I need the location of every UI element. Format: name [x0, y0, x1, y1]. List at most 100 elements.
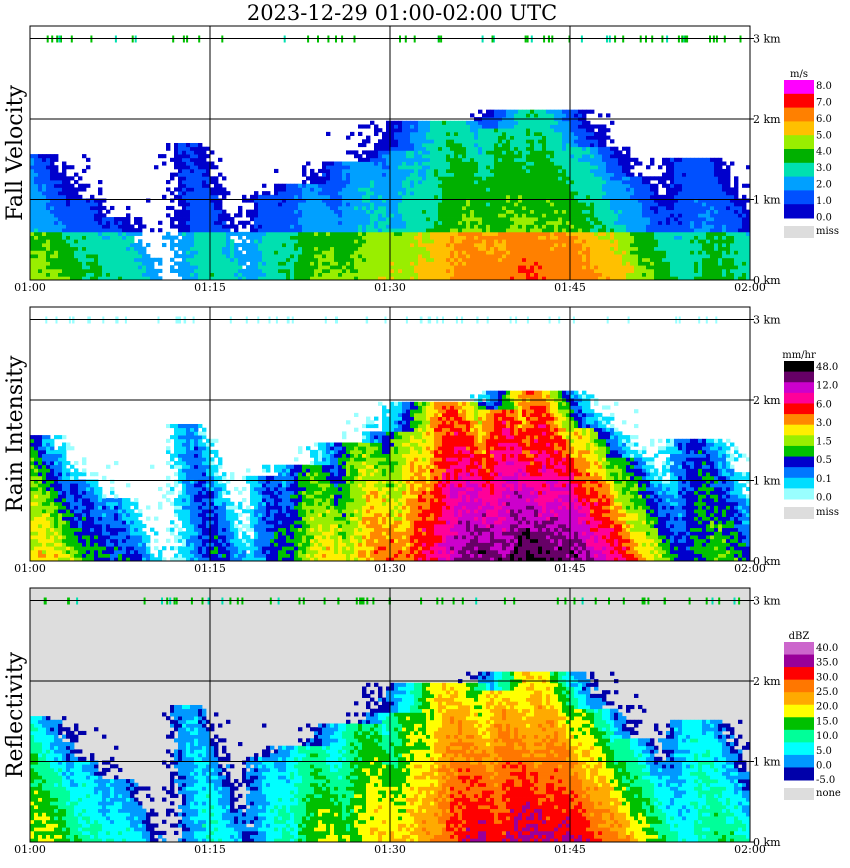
echo-cell	[350, 202, 354, 206]
echo-cell	[514, 232, 518, 236]
echo-cell	[306, 195, 310, 199]
echo-cell	[614, 158, 618, 162]
echo-cell	[622, 243, 626, 247]
echo-cell	[350, 195, 354, 199]
echo-cell	[602, 128, 606, 132]
echo-cell	[570, 121, 574, 125]
echo-cell	[202, 191, 206, 195]
echo-cell	[186, 217, 190, 221]
echo-cell	[250, 261, 254, 265]
echo-cell	[394, 232, 398, 236]
echo-cell	[378, 176, 382, 180]
echo-cell	[194, 158, 198, 162]
echo-cell	[434, 162, 438, 166]
echo-cell	[594, 176, 598, 180]
echo-cell	[538, 180, 542, 184]
echo-cell	[558, 110, 562, 114]
echo-cell	[482, 258, 486, 262]
echo-cell	[462, 236, 466, 240]
echo-cell	[530, 143, 534, 147]
echo-cell	[582, 132, 586, 136]
echo-cell	[198, 162, 202, 166]
echo-cell	[338, 247, 342, 251]
echo-cell	[590, 180, 594, 184]
echo-cell	[390, 176, 394, 180]
echo-cell	[46, 243, 50, 247]
echo-cell	[446, 250, 450, 254]
echo-cell	[506, 247, 510, 251]
echo-cell	[574, 180, 578, 184]
echo-cell	[478, 221, 482, 225]
echo-cell	[374, 165, 378, 169]
echo-cell	[474, 221, 478, 225]
echo-cell	[534, 239, 538, 243]
echo-cell	[490, 128, 494, 132]
echo-cell	[442, 210, 446, 214]
echo-cell	[462, 154, 466, 158]
echo-cell	[94, 221, 98, 225]
echo-cell	[558, 213, 562, 217]
echo-cell	[606, 173, 610, 177]
echo-cell	[222, 195, 226, 199]
echo-cell	[246, 221, 250, 225]
echo-cell	[406, 273, 410, 277]
echo-cell	[170, 176, 174, 180]
echo-cell	[446, 258, 450, 262]
echo-cell	[438, 136, 442, 140]
echo-cell	[78, 236, 82, 240]
echo-cell	[422, 217, 426, 221]
echo-cell	[558, 176, 562, 180]
echo-cell	[570, 150, 574, 154]
echo-cell	[498, 250, 502, 254]
echo-cell	[542, 147, 546, 151]
echo-cell	[398, 150, 402, 154]
echo-cell	[446, 173, 450, 177]
echo-cell	[606, 206, 610, 210]
echo-cell	[214, 195, 218, 199]
echo-cell	[326, 169, 330, 173]
echo-cell	[254, 232, 258, 236]
echo-cell	[270, 210, 274, 214]
echo-cell	[334, 162, 338, 166]
echo-cell	[546, 121, 550, 125]
echo-cell	[610, 236, 614, 240]
echo-cell	[318, 236, 322, 240]
echo-cell	[574, 173, 578, 177]
echo-cell	[334, 269, 338, 273]
echo-cell	[350, 265, 354, 269]
echo-cell	[362, 176, 366, 180]
echo-cell	[270, 206, 274, 210]
echo-cell	[418, 250, 422, 254]
echo-cell	[426, 217, 430, 221]
echo-cell	[358, 180, 362, 184]
echo-cell	[518, 250, 522, 254]
echo-cell	[66, 165, 70, 169]
echo-cell	[38, 162, 42, 166]
echo-cell	[42, 224, 46, 228]
echo-cell	[626, 150, 630, 154]
echo-cell	[506, 202, 510, 206]
echo-cell	[394, 210, 398, 214]
echo-cell	[162, 236, 166, 240]
echo-cell	[302, 269, 306, 273]
echo-cell	[258, 236, 262, 240]
echo-cell	[310, 173, 314, 177]
echo-cell	[438, 128, 442, 132]
echo-cell	[514, 224, 518, 228]
echo-cell	[306, 162, 310, 166]
echo-cell	[374, 173, 378, 177]
echo-cell	[482, 273, 486, 277]
echo-cell	[506, 265, 510, 269]
echo-cell	[422, 247, 426, 251]
echo-cell	[490, 258, 494, 262]
echo-cell	[146, 254, 150, 258]
echo-cell	[398, 184, 402, 188]
echo-cell	[334, 239, 338, 243]
echo-cell	[150, 269, 154, 273]
echo-cell	[166, 232, 170, 236]
echo-cell	[554, 236, 558, 240]
echo-cell	[586, 217, 590, 221]
echo-cell	[218, 269, 222, 273]
echo-cell	[586, 128, 590, 132]
echo-cell	[454, 254, 458, 258]
